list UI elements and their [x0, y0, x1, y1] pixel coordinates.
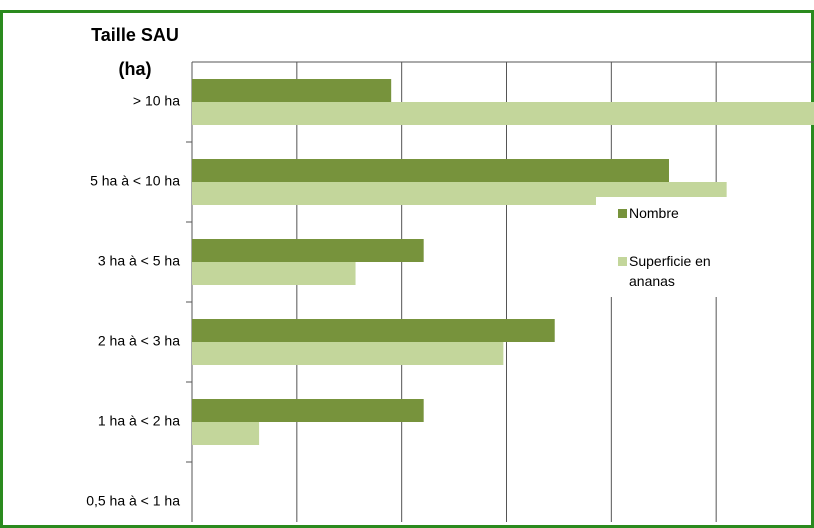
y-tick-label: 2 ha à < 3 ha [98, 333, 180, 349]
y-tick-label: 0,5 ha à < 1 ha [86, 493, 180, 509]
legend-label: Nombre [629, 205, 679, 221]
y-tick-label: 5 ha à < 10 ha [90, 173, 180, 189]
bar [192, 159, 669, 182]
legend-entry: Nombre [629, 205, 679, 221]
bar [192, 319, 555, 342]
axis-title: Taille SAU [91, 25, 179, 45]
bar [192, 399, 424, 422]
bar [192, 182, 727, 205]
y-tick-label: 3 ha à < 5 ha [98, 253, 180, 269]
axis-title: (ha) [119, 59, 152, 79]
legend-swatch [618, 209, 627, 218]
legend-swatch [618, 257, 627, 266]
y-tick-label: 1 ha à < 2 ha [98, 413, 180, 429]
bar [192, 239, 424, 262]
bar [192, 262, 356, 285]
bar [192, 422, 260, 445]
legend-entry: Superficie en ananas [629, 253, 711, 289]
bar [192, 342, 504, 365]
bar [192, 79, 392, 102]
bar [192, 102, 814, 125]
legend-label: Superficie en ananas [629, 253, 711, 289]
y-tick-label: > 10 ha [133, 93, 180, 109]
